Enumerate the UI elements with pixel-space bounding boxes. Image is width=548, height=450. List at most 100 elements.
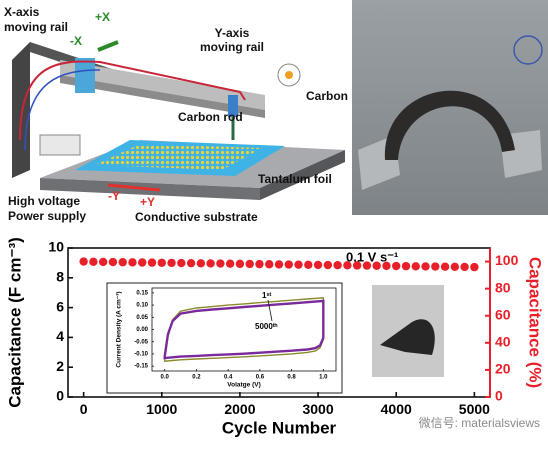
photo-background <box>352 0 548 215</box>
data-point <box>392 261 401 271</box>
diagram-label: Y-axis <box>215 26 250 40</box>
logo <box>513 35 543 65</box>
data-point <box>196 259 206 268</box>
diagram-label: -X <box>70 34 82 48</box>
wire <box>24 69 101 151</box>
diagram-label: +Y <box>140 195 155 209</box>
diagram-label: Conductive substrate <box>135 210 258 224</box>
x-axis-label: Volatge (V) <box>227 382 260 389</box>
data-point <box>470 262 479 272</box>
data-point <box>440 262 450 271</box>
annotation: 0.1 V s⁻¹ <box>346 249 398 264</box>
watermark: 微信号: materialsviews <box>419 416 540 430</box>
substrate-side <box>260 150 345 200</box>
data-point <box>89 257 98 267</box>
carbon-array <box>95 144 262 170</box>
y-tick-label: 4 <box>56 328 64 344</box>
data-point <box>352 261 362 270</box>
data-point <box>401 261 411 271</box>
y-tick-label: 0.15 <box>136 290 148 296</box>
data-point <box>206 259 215 268</box>
y-tick-label: 10 <box>48 239 64 255</box>
x-rail <box>60 60 265 110</box>
x-axis-label: Cycle Number <box>222 419 337 438</box>
y-tick-label: -0.15 <box>134 364 148 370</box>
diagram-label: moving rail <box>200 40 264 54</box>
y-tick-label: -0.10 <box>134 351 148 357</box>
data-point <box>255 259 264 269</box>
y2-tick-label: 40 <box>495 334 511 350</box>
x-tick-label: 0.2 <box>192 374 201 380</box>
y-tick-label: -0.05 <box>134 339 148 345</box>
y-tick-label: 0.00 <box>136 327 148 333</box>
data-point <box>147 258 157 267</box>
y-tick-label: 6 <box>56 298 64 314</box>
data-point <box>304 260 313 269</box>
x-tick-label: 0.8 <box>287 374 296 380</box>
rail-block <box>75 58 95 93</box>
rail-block <box>228 95 238 117</box>
annotation-arrow <box>267 299 273 322</box>
y-tick-label: 0.05 <box>136 315 148 321</box>
data-point <box>235 259 245 269</box>
data-point <box>98 257 108 267</box>
inset-box <box>106 282 343 394</box>
cv-curve <box>163 299 325 360</box>
x-rail <box>60 75 265 118</box>
film <box>384 90 515 160</box>
diagram-label: -Y <box>108 189 120 203</box>
y-tick-label: 2 <box>56 358 64 374</box>
x-tick-label: 2000 <box>224 401 255 417</box>
power-supply <box>39 134 81 156</box>
data-point <box>265 260 274 269</box>
y2-tick-label: 80 <box>495 279 511 295</box>
data-point <box>460 262 469 272</box>
x-tick-label: 1.0 <box>319 374 328 380</box>
data-point <box>323 260 333 270</box>
data-point <box>186 258 196 268</box>
y2-tick-label: 100 <box>495 252 519 268</box>
carbon-dot <box>285 71 293 79</box>
data-point <box>343 261 352 270</box>
data-point <box>128 258 137 267</box>
diagram-label: Carbon rod <box>178 110 243 124</box>
y2-tick-label: 0 <box>495 388 503 404</box>
y-tick-label: 0.10 <box>136 303 148 309</box>
diagram-label: Power supply <box>8 209 86 223</box>
annotation: 1ˢᵗ <box>262 291 271 300</box>
x-tick-label: 1000 <box>146 401 177 417</box>
data-point <box>450 262 460 272</box>
x-tick-label: 0.6 <box>256 374 265 380</box>
data-point <box>382 261 391 271</box>
annotation: 5000ᵗʰ <box>255 322 278 331</box>
x-tick-label: 4000 <box>381 401 412 417</box>
diagram-label: moving rail <box>4 20 68 34</box>
data-point <box>225 259 235 268</box>
data-point <box>245 259 254 269</box>
x-tick-label: 5000 <box>459 401 490 417</box>
frame <box>12 42 30 178</box>
data-point <box>333 261 342 270</box>
data-point <box>372 261 381 270</box>
diagram-label: High voltage <box>8 194 80 208</box>
y-arrow <box>107 183 161 192</box>
inset-film <box>380 319 435 355</box>
diagram-label: Tantalum foil <box>258 172 332 186</box>
y-axis-label: Current Density (A cm⁻³) <box>116 291 123 367</box>
inset-photo <box>372 285 444 377</box>
y-tick-label: 0 <box>56 388 64 404</box>
data-point <box>431 262 440 271</box>
data-point <box>157 258 166 267</box>
x-tick-label: 0.0 <box>161 374 170 380</box>
data-point <box>421 262 430 271</box>
data-point <box>138 258 147 267</box>
data-point <box>167 258 176 268</box>
diagram-label: X-axis <box>4 5 40 19</box>
data-point <box>108 257 118 267</box>
data-point <box>362 261 372 270</box>
wire <box>19 60 246 141</box>
data-point <box>118 258 127 267</box>
data-point <box>284 260 293 269</box>
x-arrow <box>97 40 119 52</box>
